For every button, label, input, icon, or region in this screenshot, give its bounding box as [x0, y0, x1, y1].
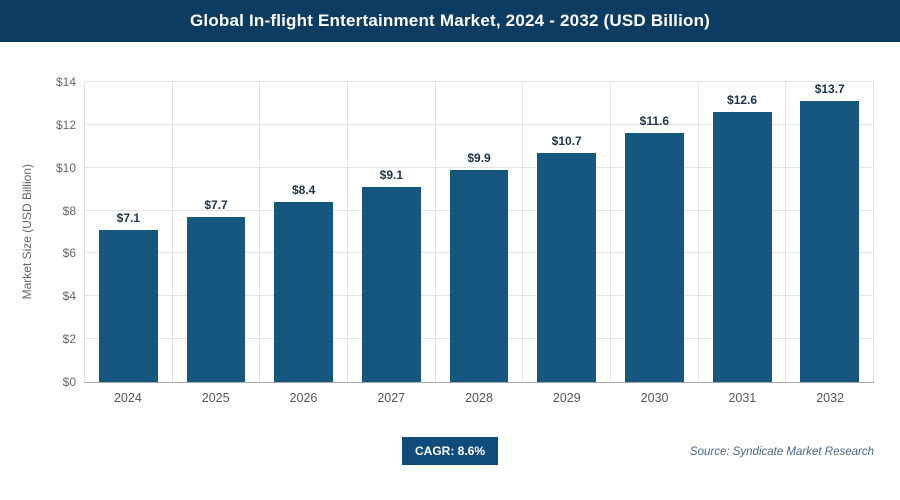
bar-column: $12.6	[699, 82, 787, 382]
bar-column: $8.4	[260, 82, 349, 382]
gridline	[85, 81, 874, 82]
bar-column: $7.7	[173, 82, 261, 382]
y-tick-label: $0	[62, 375, 76, 389]
bar	[98, 229, 158, 382]
bar-value-label: $10.7	[551, 133, 582, 148]
gridline	[85, 123, 874, 125]
y-tick-label: $8	[62, 203, 76, 218]
bar	[800, 101, 860, 382]
bar-value-label: $13.7	[814, 82, 845, 96]
bar-columns: $7.1 $7.7 $8.4 $9.1 $9.9 $10.7 $11.6 $12.6 $13.7	[85, 82, 875, 382]
bar-value-label: $11.6	[639, 114, 670, 129]
bar-column: $10.7	[523, 82, 612, 382]
y-tick-label: $2	[62, 332, 76, 347]
bar	[274, 202, 334, 382]
x-tick-label: 2024	[113, 391, 142, 405]
x-tick-label: 2028	[465, 391, 493, 405]
y-axis-ticks: $0 $2 $4 $6 $8 $10 $12 $14	[40, 76, 84, 388]
x-tick-label: 2026	[289, 391, 318, 405]
bar-column: $9.9	[436, 82, 524, 382]
x-tick-label: 2031	[728, 391, 757, 405]
x-axis-labels: 2024 2025 2026 2027 2028 2029 2030 2031 2032	[84, 391, 874, 405]
y-tick-label: $10	[55, 160, 76, 175]
x-tick-label: 2025	[201, 391, 230, 405]
bar-value-label: $7.1	[116, 210, 141, 225]
page-title: Global In-flight Entertainment Market, 2…	[189, 11, 711, 30]
x-tick-label: 2027	[377, 391, 406, 405]
bar-chart: Market Size (USD Billion) $0 $2 $4 $6 $8 $10 $…	[14, 76, 875, 405]
bar	[361, 187, 421, 382]
bar	[624, 133, 684, 382]
bar-value-label: $12.6	[727, 93, 758, 107]
bar-column: $13.7	[786, 82, 875, 382]
bar	[449, 169, 509, 382]
y-tick-label: $12	[55, 117, 76, 132]
chart-title-bar: Global In-flight Entertainment Market, 2…	[0, 0, 900, 42]
plot-area: $7.1 $7.7 $8.4 $9.1 $9.9 $10.7 $11.6 $12.6 $13.7	[84, 81, 875, 383]
bar-value-label: $8.4	[292, 183, 316, 197]
chart-footer: CAGR: 8.6% Source: Syndicate Market Rese…	[0, 437, 900, 471]
bar	[537, 152, 597, 382]
bar	[712, 112, 772, 382]
plot-column: $7.1 $7.7 $8.4 $9.1 $9.9 $10.7 $11.6 $12.6 $13.7…	[84, 81, 875, 405]
bar-value-label: $9.9	[467, 150, 491, 165]
cagr-badge: CAGR: 8.6%	[401, 437, 499, 465]
x-tick-label: 2029	[552, 391, 581, 405]
x-tick-label: 2032	[816, 391, 845, 405]
y-tick-label: $4	[62, 289, 76, 304]
bar-column: $7.1	[85, 82, 173, 382]
y-tick-label: $6	[62, 246, 76, 261]
y-axis-title: Market Size (USD Billion)	[20, 164, 34, 300]
bar-column: $9.1	[348, 82, 436, 382]
bar	[186, 217, 246, 382]
gridline	[85, 166, 874, 168]
x-tick-label: 2030	[640, 391, 669, 405]
y-axis-title-box: Market Size (USD Billion)	[14, 82, 40, 382]
bar-value-label: $7.7	[204, 198, 228, 212]
source-attribution: Source: Syndicate Market Research	[689, 446, 874, 458]
bar-column: $11.6	[611, 82, 699, 382]
y-tick-label: $14	[55, 75, 76, 89]
bar-value-label: $9.1	[379, 168, 404, 182]
